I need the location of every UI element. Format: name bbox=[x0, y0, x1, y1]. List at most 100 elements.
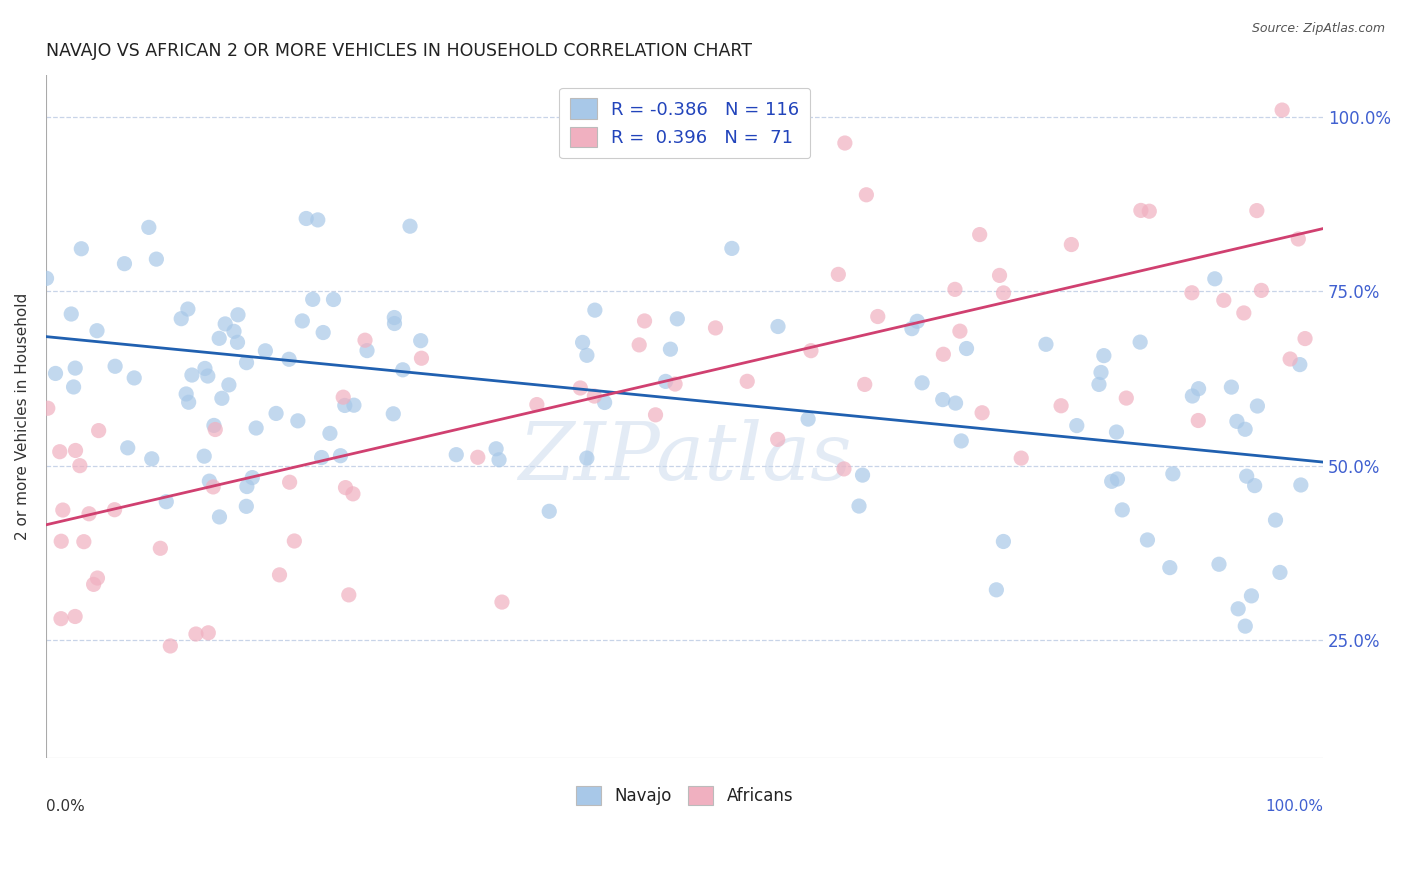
Point bbox=[1050, 399, 1073, 413]
Point bbox=[848, 499, 870, 513]
Point bbox=[287, 414, 309, 428]
Point bbox=[181, 368, 204, 382]
Point bbox=[86, 571, 108, 585]
Point bbox=[932, 392, 955, 407]
Point bbox=[1234, 422, 1257, 436]
Point bbox=[1250, 284, 1272, 298]
Point bbox=[204, 423, 226, 437]
Point bbox=[283, 533, 305, 548]
Point bbox=[218, 377, 240, 392]
Point bbox=[1181, 389, 1204, 403]
Point bbox=[145, 252, 167, 267]
Point bbox=[593, 395, 616, 409]
Point bbox=[104, 359, 127, 374]
Point bbox=[49, 612, 72, 626]
Point bbox=[1234, 619, 1257, 633]
Point bbox=[354, 333, 377, 347]
Point bbox=[264, 406, 287, 420]
Point bbox=[322, 293, 344, 307]
Point bbox=[235, 500, 257, 514]
Point bbox=[1294, 332, 1316, 346]
Point bbox=[491, 595, 513, 609]
Point bbox=[312, 326, 335, 340]
Text: 0.0%: 0.0% bbox=[46, 799, 84, 814]
Point bbox=[1187, 413, 1209, 427]
Point bbox=[301, 293, 323, 307]
Point bbox=[855, 187, 877, 202]
Point bbox=[800, 343, 823, 358]
Point bbox=[583, 303, 606, 318]
Point bbox=[409, 334, 432, 348]
Point bbox=[202, 480, 225, 494]
Point bbox=[988, 268, 1011, 283]
Point bbox=[901, 321, 924, 335]
Point bbox=[1236, 469, 1258, 483]
Point bbox=[1107, 472, 1129, 486]
Point bbox=[103, 502, 125, 516]
Point bbox=[797, 412, 820, 426]
Point bbox=[1088, 377, 1111, 392]
Text: 100.0%: 100.0% bbox=[1265, 799, 1323, 814]
Point bbox=[1101, 475, 1123, 489]
Point bbox=[575, 348, 598, 362]
Point bbox=[114, 257, 136, 271]
Point bbox=[193, 449, 215, 463]
Point bbox=[138, 220, 160, 235]
Point bbox=[986, 582, 1008, 597]
Point bbox=[972, 406, 994, 420]
Point bbox=[278, 352, 301, 367]
Point bbox=[391, 363, 413, 377]
Point bbox=[1187, 382, 1209, 396]
Point bbox=[485, 442, 508, 456]
Point bbox=[356, 343, 378, 358]
Point bbox=[117, 441, 139, 455]
Point bbox=[628, 338, 651, 352]
Point bbox=[932, 347, 955, 361]
Point bbox=[335, 481, 357, 495]
Point bbox=[704, 321, 727, 335]
Point bbox=[211, 392, 233, 406]
Point bbox=[170, 311, 193, 326]
Point bbox=[65, 443, 87, 458]
Point bbox=[86, 324, 108, 338]
Point bbox=[1208, 558, 1230, 572]
Point bbox=[467, 450, 489, 465]
Point bbox=[969, 227, 991, 242]
Point bbox=[1111, 503, 1133, 517]
Point bbox=[1204, 272, 1226, 286]
Point bbox=[194, 361, 217, 376]
Point bbox=[945, 396, 967, 410]
Point bbox=[208, 510, 231, 524]
Point bbox=[399, 219, 422, 234]
Point bbox=[226, 335, 249, 350]
Point bbox=[278, 475, 301, 490]
Point bbox=[633, 314, 655, 328]
Point bbox=[1161, 467, 1184, 481]
Point bbox=[735, 374, 758, 388]
Point bbox=[1226, 414, 1249, 428]
Point bbox=[197, 625, 219, 640]
Point bbox=[911, 376, 934, 390]
Point bbox=[851, 468, 873, 483]
Point bbox=[332, 390, 354, 404]
Point bbox=[1243, 478, 1265, 492]
Point bbox=[1092, 349, 1115, 363]
Point bbox=[319, 426, 342, 441]
Point bbox=[337, 588, 360, 602]
Point bbox=[384, 317, 406, 331]
Point bbox=[1060, 237, 1083, 252]
Point bbox=[1279, 351, 1302, 366]
Y-axis label: 2 or more Vehicles in Household: 2 or more Vehicles in Household bbox=[15, 293, 30, 541]
Point bbox=[1246, 399, 1268, 413]
Point bbox=[1010, 451, 1032, 466]
Point bbox=[569, 381, 592, 395]
Point bbox=[73, 534, 96, 549]
Point bbox=[141, 451, 163, 466]
Point bbox=[1181, 285, 1204, 300]
Point bbox=[1264, 513, 1286, 527]
Point bbox=[174, 387, 197, 401]
Point bbox=[1286, 232, 1309, 246]
Point bbox=[333, 399, 356, 413]
Point bbox=[155, 494, 177, 508]
Point bbox=[198, 474, 221, 488]
